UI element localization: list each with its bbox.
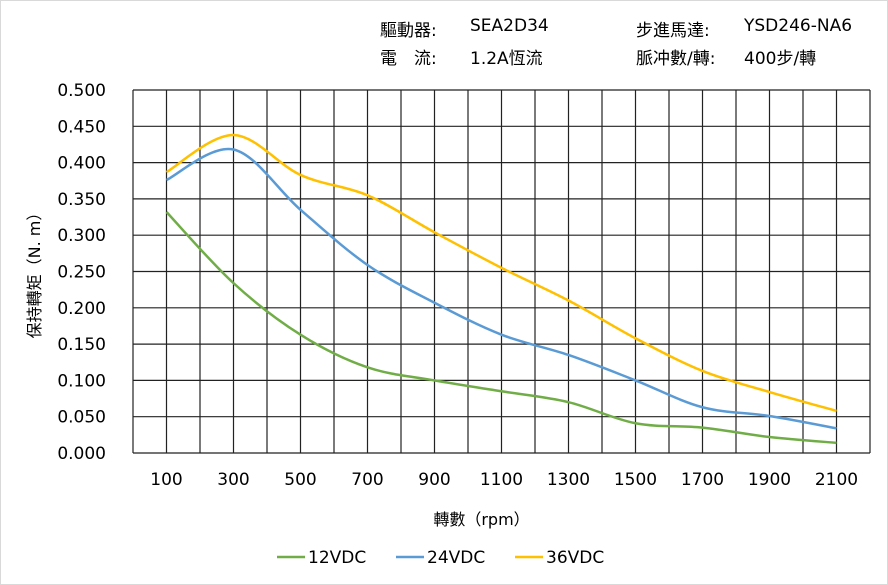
y-tick-label: 0.000	[57, 444, 106, 464]
series-line-36VDC	[165, 133, 837, 413]
motor-label: 步進馬達:	[636, 21, 710, 41]
x-axis-label: 轉數（rpm）	[433, 510, 529, 529]
legend-label-36VDC: 36VDC	[546, 548, 604, 568]
y-tick-label: 0.300	[57, 226, 106, 246]
pulse-label: 脈冲數/轉:	[636, 49, 716, 69]
x-tick-label: 300	[217, 470, 249, 490]
x-tick-label: 1900	[748, 470, 791, 490]
y-tick-label: 0.400	[57, 154, 106, 174]
x-tick-label: 2100	[815, 470, 858, 490]
x-tick-label: 700	[351, 470, 383, 490]
y-tick-label: 0.150	[57, 335, 106, 355]
x-tick-label: 1700	[681, 470, 724, 490]
y-tick-label: 0.200	[57, 299, 106, 319]
y-tick-label: 0.250	[57, 263, 106, 283]
x-tick-label: 1100	[480, 470, 523, 490]
x-tick-label: 1300	[547, 470, 590, 490]
x-tick-label: 500	[284, 470, 316, 490]
pulse-value: 400步/轉	[744, 49, 817, 69]
current-label: 電 流:	[380, 49, 437, 69]
series-line-24VDC	[165, 147, 837, 430]
driver-label: 驅動器:	[380, 21, 437, 41]
y-tick-label: 0.050	[57, 408, 106, 428]
x-tick-label: 100	[150, 470, 182, 490]
series-line-12VDC	[165, 211, 837, 445]
driver-value: SEA2D34	[470, 16, 549, 36]
legend-label-24VDC: 24VDC	[427, 548, 485, 568]
y-tick-label: 0.500	[57, 81, 106, 101]
motor-value: YSD246-NA6	[744, 16, 853, 36]
y-tick-label: 0.350	[57, 190, 106, 210]
y-tick-label: 0.100	[57, 371, 106, 391]
x-tick-label: 900	[418, 470, 450, 490]
x-tick-label: 1500	[614, 470, 657, 490]
y-axis-label: 保持轉矩（N. m）	[25, 205, 44, 339]
legend-label-12VDC: 12VDC	[308, 548, 366, 568]
current-value: 1.2A恆流	[470, 49, 543, 69]
y-tick-label: 0.450	[57, 117, 106, 137]
